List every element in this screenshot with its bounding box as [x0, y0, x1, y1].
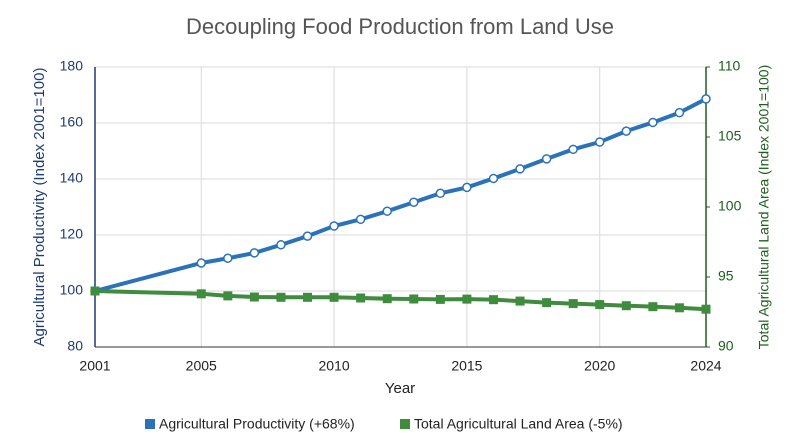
point — [435, 294, 445, 304]
point — [701, 94, 711, 104]
point — [462, 182, 472, 193]
y2-tick-label: 110 — [718, 58, 741, 74]
point — [594, 137, 605, 147]
legend-label: Agricultural Productivity (+68%) — [159, 416, 355, 432]
point — [276, 240, 286, 250]
y2-axis-label: Total Agricultural Land Area (Index 2001… — [756, 65, 772, 349]
point — [276, 292, 286, 302]
x-tick-label: 2015 — [451, 358, 482, 374]
point — [621, 126, 632, 136]
point — [249, 248, 260, 258]
point — [621, 301, 631, 311]
series-line — [94, 97, 707, 293]
point — [249, 292, 259, 302]
point — [302, 231, 313, 241]
y-tick-label: 100 — [60, 282, 84, 298]
x-tick-label: 2001 — [79, 358, 110, 374]
series-line — [94, 289, 707, 312]
y-tick-label: 180 — [60, 58, 84, 74]
point — [196, 289, 206, 299]
x-tick-label: 2020 — [584, 358, 615, 374]
x-tick-label: 2024 — [690, 358, 721, 374]
point — [329, 221, 339, 231]
point — [382, 294, 392, 304]
point — [541, 154, 552, 164]
x-tick-label: 2005 — [186, 358, 217, 374]
point — [435, 188, 446, 199]
legend-swatch — [400, 419, 410, 429]
point — [303, 292, 313, 302]
y-tick-label: 140 — [60, 170, 84, 186]
point — [648, 302, 658, 312]
point — [488, 173, 499, 184]
point — [488, 295, 498, 305]
y2-tick-label: 105 — [718, 128, 742, 144]
point — [674, 303, 684, 313]
point — [515, 164, 525, 174]
y-tick-label: 120 — [60, 226, 84, 242]
y2-tick-label: 90 — [718, 338, 734, 354]
point — [223, 291, 233, 301]
point — [648, 117, 658, 128]
y2-tick-label: 100 — [718, 198, 742, 214]
point — [409, 294, 419, 304]
point — [355, 214, 366, 225]
point — [90, 286, 100, 296]
point — [595, 300, 605, 310]
y-tick-label: 80 — [67, 338, 83, 354]
point — [223, 253, 233, 263]
point — [409, 197, 419, 207]
y-tick-label: 160 — [60, 114, 84, 130]
point — [462, 294, 472, 304]
point — [568, 144, 578, 155]
point — [356, 293, 366, 303]
point — [701, 304, 711, 314]
point — [382, 206, 392, 216]
x-axis-label: Year — [385, 380, 415, 397]
point — [542, 298, 552, 308]
point — [329, 292, 339, 302]
x-tick-label: 2010 — [319, 358, 350, 374]
legend-label: Total Agricultural Land Area (-5%) — [414, 416, 623, 432]
chart-title: Decoupling Food Production from Land Use — [186, 14, 614, 39]
point — [196, 258, 207, 268]
point — [515, 296, 525, 306]
y-axis-label: Agricultural Productivity (Index 2001=10… — [31, 68, 48, 347]
point — [674, 107, 685, 118]
legend-swatch — [145, 419, 155, 429]
y2-tick-label: 95 — [718, 268, 734, 284]
point — [568, 299, 578, 309]
